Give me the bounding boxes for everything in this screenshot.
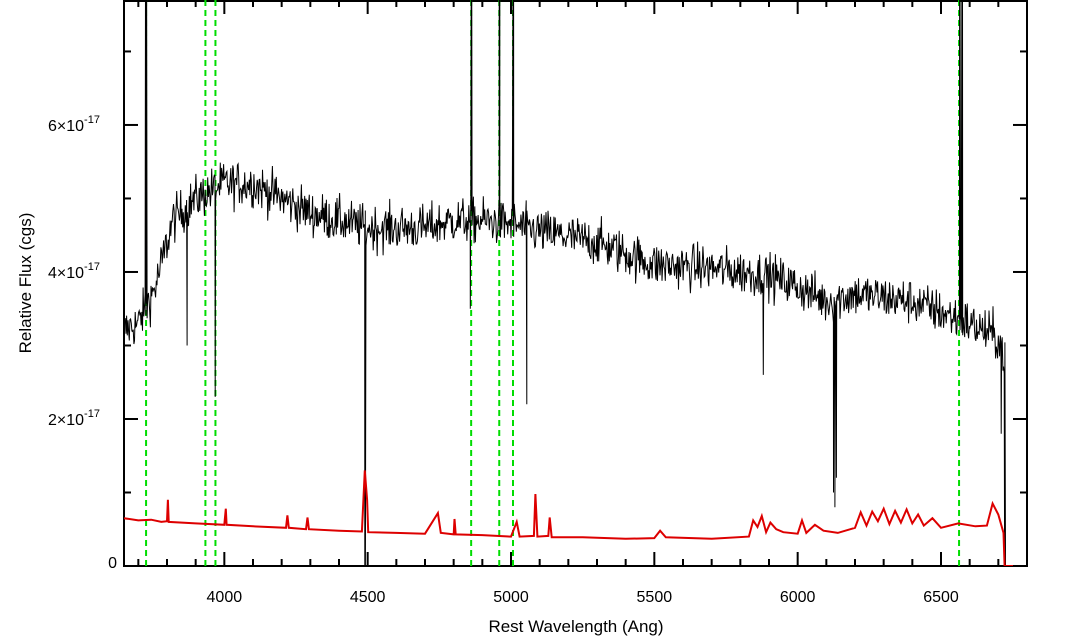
x-tick-label: 6500: [923, 589, 959, 606]
y-tick-label: 6×10-17: [48, 114, 100, 135]
x-axis-title: Rest Wavelength (Ang): [488, 617, 663, 636]
spectrum-series: [124, 0, 1027, 566]
plot-frame: [123, 0, 1028, 567]
x-axis-ticks: 4000 4500 5000 5500 6000 6500: [137, 0, 1028, 606]
plot-border: [123, 0, 1028, 567]
y-tick-label: 2×10-17: [48, 408, 100, 429]
y-tick-label: 4×10-17: [48, 261, 100, 282]
x-tick-label: 6000: [780, 589, 816, 606]
series-flux-line: [124, 0, 1006, 566]
y-axis-ticks: 0 2×10-17 4×10-17 6×10-17: [48, 50, 1027, 572]
x-tick-label: 5000: [493, 589, 529, 606]
y-tick-label: 0: [108, 555, 117, 572]
x-tick-label: 4500: [350, 589, 386, 606]
y-axis-title: Relative Flux (cgs): [16, 213, 35, 354]
series-error-line: [124, 470, 1027, 566]
emission-line-markers: [145, 0, 961, 566]
x-tick-label: 5500: [637, 589, 673, 606]
x-tick-label: 4000: [207, 589, 243, 606]
